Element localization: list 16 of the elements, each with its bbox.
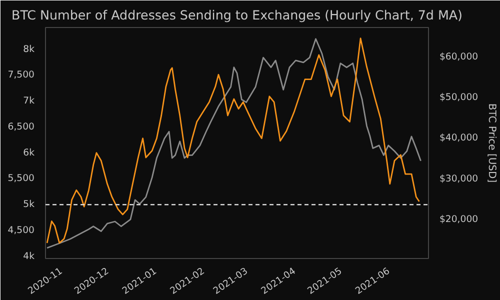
y-tick-label: 7,500 — [8, 70, 35, 81]
y2-axis-title: BTC Price [USD] — [486, 103, 498, 183]
y-tick-label: 4k — [23, 250, 36, 262]
y-tick-label: 7k — [23, 96, 36, 107]
y2-tick-label: $40,000 — [440, 132, 478, 144]
y2-tick-label: $50,000 — [440, 92, 478, 103]
y2-tick-label: $60,000 — [440, 51, 478, 62]
y-tick-label: 4,500 — [8, 225, 35, 236]
y-tick-label: 6,500 — [8, 121, 35, 132]
y2-tick-label: $30,000 — [440, 173, 478, 184]
y2-tick-label: $20,000 — [440, 214, 478, 225]
y-tick-label: 5k — [23, 199, 36, 210]
y-tick-label: 8k — [23, 44, 36, 55]
y-tick-label: 5,500 — [8, 173, 35, 184]
y-tick-label: 6k — [23, 147, 36, 158]
chart-title: BTC Number of Addresses Sending to Exchanges (Hourly Chart, 7d MA) — [12, 8, 462, 22]
